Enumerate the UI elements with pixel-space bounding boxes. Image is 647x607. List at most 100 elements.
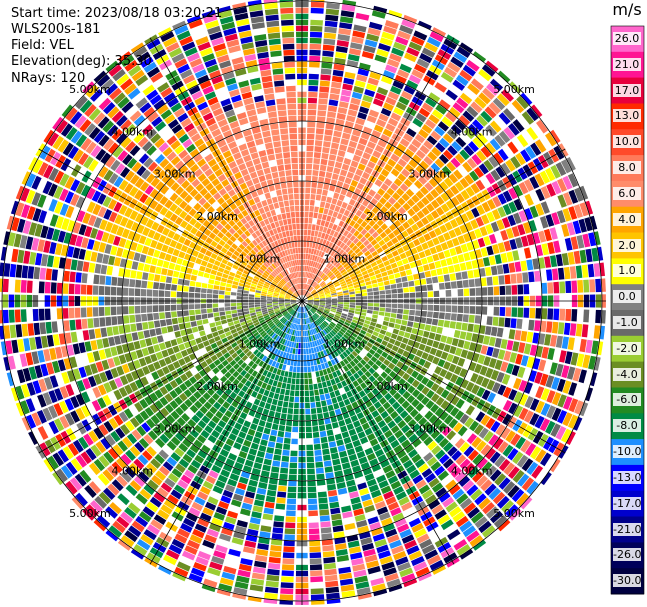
velocity-gate [462, 314, 469, 323]
velocity-gate [188, 507, 201, 517]
velocity-gate [164, 383, 174, 392]
velocity-gate [155, 437, 166, 448]
velocity-gate [468, 279, 475, 288]
velocity-gate [236, 338, 243, 345]
velocity-gate [153, 249, 161, 258]
velocity-gate [439, 368, 448, 378]
velocity-gate [356, 587, 371, 596]
velocity-gate [379, 231, 387, 239]
velocity-gate [13, 233, 22, 248]
velocity-gate [280, 467, 289, 474]
velocity-gate [254, 295, 261, 298]
velocity-gate [367, 292, 374, 296]
velocity-gate [360, 100, 372, 109]
velocity-gate [485, 266, 492, 276]
velocity-gate [391, 357, 399, 365]
velocity-gate [373, 291, 380, 296]
velocity-gate [50, 282, 57, 294]
velocity-gate [103, 451, 115, 464]
velocity-gate [444, 66, 458, 78]
velocity-gate [446, 161, 457, 172]
velocity-gate [129, 405, 139, 416]
velocity-gate [170, 255, 178, 263]
velocity-gate [500, 361, 509, 373]
velocity-gate [290, 299, 297, 301]
velocity-gate [481, 201, 491, 213]
velocity-gate [72, 368, 82, 380]
velocity-gate [360, 267, 367, 273]
velocity-gate [335, 262, 341, 268]
velocity-gate [243, 287, 250, 291]
velocity-gate [95, 361, 104, 373]
velocity-gate [139, 488, 152, 500]
velocity-gate [323, 412, 330, 419]
velocity-gate [137, 454, 149, 466]
velocity-gate [399, 454, 410, 464]
velocity-gate [364, 554, 378, 563]
velocity-gate [359, 487, 370, 496]
velocity-gate [512, 119, 525, 133]
velocity-gate [232, 493, 244, 502]
velocity-gate [553, 349, 561, 362]
velocity-gate [310, 273, 314, 279]
velocity-gate [59, 415, 70, 429]
velocity-gate [349, 272, 356, 278]
velocity-gate [567, 414, 579, 429]
velocity-gate [84, 485, 97, 498]
velocity-gate [183, 389, 193, 398]
velocity-gate [283, 358, 288, 365]
velocity-gate [222, 443, 232, 452]
velocity-gate [448, 173, 459, 184]
velocity-gate [451, 289, 458, 297]
velocity-gate [540, 269, 547, 282]
velocity-gate [366, 115, 377, 124]
velocity-gate [310, 1, 325, 8]
velocity-gate [136, 322, 143, 331]
velocity-gate [311, 176, 318, 182]
velocity-gate [222, 401, 231, 409]
velocity-gate [351, 36, 364, 44]
velocity-gate [425, 97, 437, 108]
velocity-gate [449, 273, 456, 281]
velocity-gate [240, 276, 247, 281]
velocity-gate [259, 476, 269, 484]
velocity-gate [131, 520, 145, 533]
velocity-gate [418, 175, 428, 185]
velocity-gate [285, 313, 290, 318]
velocity-gate [348, 428, 357, 436]
velocity-gate [286, 414, 293, 420]
velocity-gate [371, 345, 378, 352]
velocity-gate [345, 256, 352, 262]
velocity-gate [526, 331, 534, 343]
velocity-gate [393, 178, 403, 187]
velocity-gate [539, 373, 549, 386]
velocity-gate [61, 484, 74, 498]
velocity-gate [72, 439, 84, 453]
velocity-gate [374, 54, 387, 64]
velocity-gate [347, 485, 358, 493]
velocity-gate [163, 554, 177, 566]
velocity-gate [320, 158, 328, 166]
velocity-gate [260, 302, 267, 305]
velocity-gate [450, 218, 459, 229]
velocity-gate [513, 378, 522, 390]
velocity-gate [357, 525, 370, 534]
velocity-gate [424, 324, 432, 332]
velocity-gate [238, 390, 246, 398]
velocity-gate [266, 296, 273, 299]
velocity-gate [43, 164, 54, 179]
velocity-gate [538, 333, 546, 345]
velocity-gate [312, 281, 317, 287]
velocity-gate [539, 418, 551, 432]
velocity-gate [187, 539, 200, 550]
velocity-gate [162, 227, 170, 236]
velocity-gate [216, 340, 223, 347]
velocity-gate [415, 427, 425, 437]
velocity-gate [368, 571, 383, 581]
velocity-gate [263, 507, 274, 515]
velocity-gate [99, 317, 106, 327]
velocity-gate [503, 481, 516, 494]
velocity-gate [368, 109, 380, 118]
velocity-gate [88, 430, 99, 443]
velocity-gate [440, 192, 450, 202]
